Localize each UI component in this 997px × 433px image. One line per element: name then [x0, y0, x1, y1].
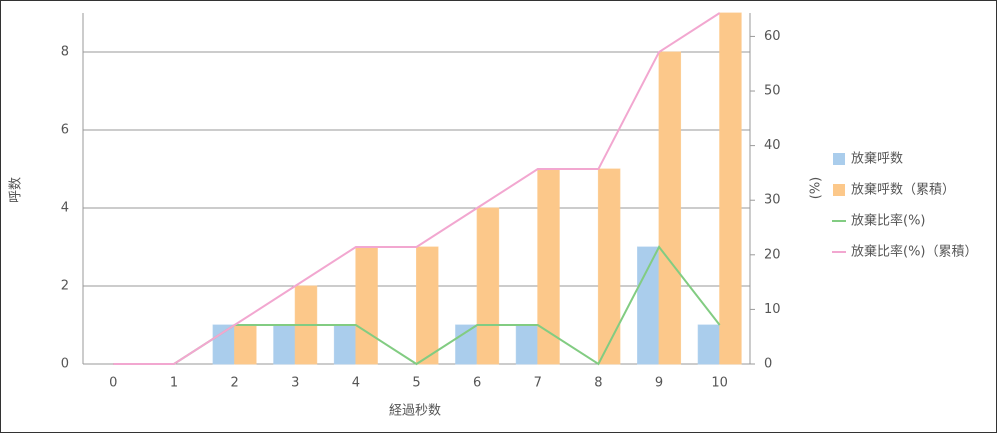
legend-swatch: [833, 153, 845, 165]
bar: [537, 168, 560, 365]
bar: [273, 324, 296, 365]
y-tick-label: 2: [61, 279, 69, 294]
x-tick-label: 5: [412, 376, 420, 391]
x-tick-label: 7: [534, 376, 542, 391]
bar: [719, 12, 742, 365]
y-tick-label: 4: [61, 201, 69, 216]
x-tick-label: 6: [473, 376, 481, 391]
bar: [476, 207, 500, 365]
y2-tick-label: 40: [764, 138, 781, 153]
y2-tick-label: 60: [764, 29, 781, 44]
x-tick-label: 2: [230, 376, 238, 391]
y2-tick-label: 30: [764, 193, 781, 208]
x-axis-label: 経過秒数: [389, 404, 441, 419]
legend-label: 放棄呼数（累積）: [851, 183, 955, 198]
x-tick-label: 3: [291, 376, 299, 391]
y2-axis-label: (%): [809, 177, 824, 200]
legend-swatch: [833, 184, 845, 196]
x-tick-label: 9: [655, 376, 663, 391]
legend-label: 放棄比率(%): [851, 213, 926, 229]
bar: [637, 246, 660, 365]
x-tick-label: 1: [170, 376, 178, 391]
legend-label: 放棄呼数: [851, 152, 903, 167]
y2-tick-label: 20: [764, 247, 781, 262]
y-axis-label: 呼数: [9, 177, 24, 203]
bar: [597, 168, 621, 365]
x-tick-label: 8: [594, 376, 602, 391]
x-tick-label: 10: [711, 376, 728, 391]
bar: [697, 324, 721, 365]
y-tick-label: 6: [61, 123, 69, 138]
legend-label: 放棄比率(%)（累積）: [851, 244, 978, 260]
x-tick-label: 0: [109, 376, 117, 391]
y2-tick-label: 0: [764, 357, 772, 372]
bar: [658, 51, 682, 365]
line: [113, 12, 721, 365]
bar: [515, 324, 539, 365]
bar: [416, 246, 439, 365]
y2-tick-label: 50: [764, 84, 781, 99]
bar: [333, 324, 357, 365]
bar: [234, 324, 257, 365]
x-tick-label: 4: [352, 376, 360, 391]
y2-tick-label: 10: [764, 302, 781, 317]
y-tick-label: 0: [61, 357, 69, 372]
bar: [355, 246, 378, 365]
y-tick-label: 8: [61, 45, 69, 60]
